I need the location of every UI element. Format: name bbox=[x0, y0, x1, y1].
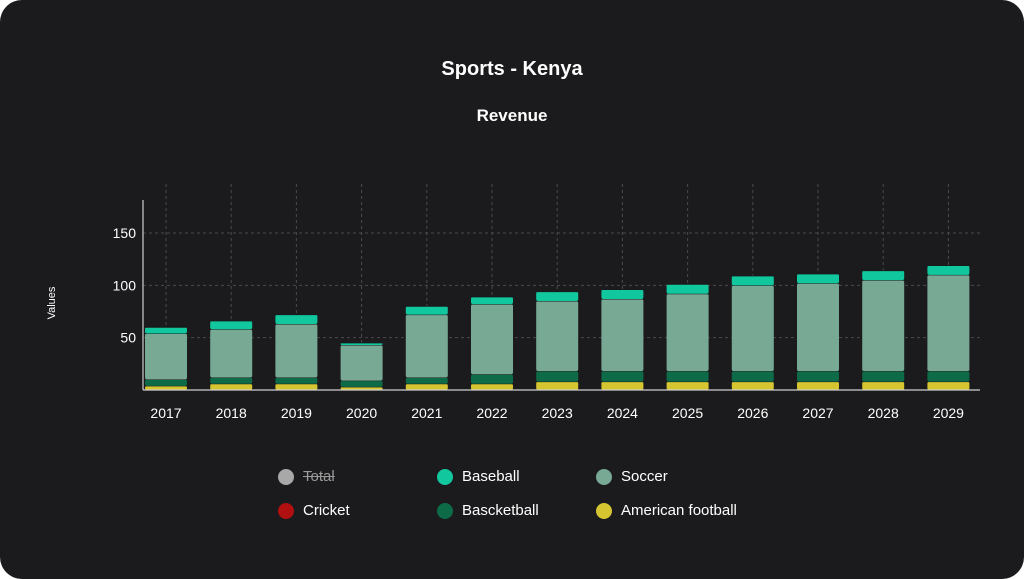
bar-soccer bbox=[862, 280, 905, 372]
bar-american-football bbox=[666, 381, 709, 390]
bar-bascketball bbox=[927, 371, 970, 382]
bar-bascketball bbox=[405, 377, 448, 384]
x-tick-label: 2027 bbox=[802, 405, 833, 421]
bar-baseball bbox=[405, 306, 448, 315]
x-tick-label: 2021 bbox=[411, 405, 442, 421]
bar-baseball bbox=[601, 289, 644, 299]
bar-american-football bbox=[145, 385, 187, 390]
bar-baseball bbox=[145, 327, 187, 334]
x-tick-label: 2018 bbox=[216, 405, 247, 421]
bar-bascketball bbox=[210, 377, 253, 384]
legend-item-bascketball[interactable]: Bascketball bbox=[437, 502, 539, 519]
bar-soccer bbox=[601, 298, 644, 372]
bar-soccer bbox=[471, 304, 513, 375]
chart-subtitle: Revenue bbox=[476, 106, 548, 125]
legend-dot-cricket bbox=[278, 502, 294, 519]
legend-item-american-football[interactable]: American football bbox=[596, 502, 737, 519]
x-tick-label: 2023 bbox=[542, 405, 573, 421]
bar-bascketball bbox=[731, 371, 774, 382]
bar-soccer bbox=[731, 285, 774, 372]
bar-american-football bbox=[405, 383, 448, 390]
bar-baseball bbox=[797, 273, 839, 284]
bar-bascketball bbox=[862, 371, 905, 382]
legend-label-cricket: Cricket bbox=[303, 502, 350, 519]
x-tick-label: 2028 bbox=[868, 405, 899, 421]
legend-item-cricket[interactable]: Cricket bbox=[278, 502, 350, 519]
bar-soccer bbox=[797, 283, 839, 372]
legend-label-baseball: Baseball bbox=[462, 468, 520, 485]
bar-soccer bbox=[536, 301, 579, 372]
y-tick-label: 50 bbox=[120, 330, 136, 346]
bar-american-football bbox=[471, 383, 513, 390]
bar-american-football bbox=[731, 381, 774, 390]
bar-bascketball bbox=[471, 374, 513, 384]
bar-bascketball bbox=[145, 379, 187, 386]
x-tick-label: 2029 bbox=[933, 405, 964, 421]
bar-soccer bbox=[275, 324, 318, 378]
bar-bascketball bbox=[797, 371, 839, 382]
x-tick-label: 2024 bbox=[607, 405, 638, 421]
bar-american-football bbox=[340, 386, 383, 390]
bar-baseball bbox=[927, 265, 970, 275]
bar-baseball bbox=[666, 284, 709, 294]
bar-american-football bbox=[797, 381, 839, 390]
legend-dot-total bbox=[278, 468, 294, 485]
x-tick-label: 2019 bbox=[281, 405, 312, 421]
bar-bascketball bbox=[536, 371, 579, 382]
x-tick-label: 2026 bbox=[737, 405, 768, 421]
legend-dot-bascketball bbox=[437, 502, 453, 519]
bar-baseball bbox=[471, 296, 513, 305]
bar-baseball bbox=[862, 270, 905, 281]
bar-soccer bbox=[145, 333, 187, 380]
x-tick-label: 2020 bbox=[346, 405, 377, 421]
legend-label-total: Total bbox=[303, 468, 335, 485]
legend-item-soccer[interactable]: Soccer bbox=[596, 468, 668, 485]
bar-soccer bbox=[666, 293, 709, 372]
bar-baseball bbox=[340, 342, 383, 345]
x-tick-label: 2025 bbox=[672, 405, 703, 421]
bar-bascketball bbox=[666, 371, 709, 382]
legend-dot-soccer bbox=[596, 468, 612, 485]
bar-american-football bbox=[536, 381, 579, 390]
y-tick-label: 100 bbox=[113, 277, 137, 293]
bar-bascketball bbox=[601, 371, 644, 382]
legend-label-bascketball: Bascketball bbox=[462, 502, 539, 519]
bar-soccer bbox=[340, 344, 383, 381]
chart-title: Sports - Kenya bbox=[441, 58, 583, 80]
legend-label-american-football: American football bbox=[621, 502, 737, 519]
legend-label-soccer: Soccer bbox=[621, 468, 668, 485]
bar-baseball bbox=[536, 291, 579, 302]
y-tick-label: 150 bbox=[113, 225, 137, 241]
bar-american-football bbox=[210, 383, 253, 390]
legend-dot-american-football bbox=[596, 502, 612, 519]
legend-dot-baseball bbox=[437, 468, 453, 485]
x-tick-label: 2017 bbox=[150, 405, 181, 421]
bar-american-football bbox=[862, 381, 905, 390]
bar-baseball bbox=[210, 320, 253, 330]
bar-american-football bbox=[601, 381, 644, 390]
bar-baseball bbox=[275, 314, 318, 325]
bar-american-football bbox=[275, 383, 318, 390]
bar-american-football bbox=[927, 381, 970, 390]
bar-baseball bbox=[731, 275, 774, 286]
x-tick-label: 2022 bbox=[476, 405, 507, 421]
bar-soccer bbox=[210, 329, 253, 378]
bar-soccer bbox=[927, 274, 970, 372]
bar-bascketball bbox=[340, 380, 383, 387]
bar-bascketball bbox=[275, 377, 318, 384]
legend-item-baseball[interactable]: Baseball bbox=[437, 468, 520, 485]
legend-item-total[interactable]: Total bbox=[278, 468, 335, 485]
bar-soccer bbox=[405, 314, 448, 378]
